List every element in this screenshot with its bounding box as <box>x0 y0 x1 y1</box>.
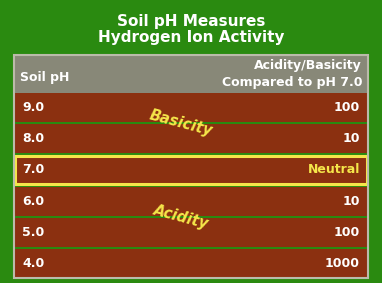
Text: Acidity: Acidity <box>152 202 210 231</box>
Text: 9.0: 9.0 <box>22 101 44 114</box>
Text: Neutral: Neutral <box>308 163 360 176</box>
Bar <box>14 55 368 278</box>
Text: Hydrogen Ion Activity: Hydrogen Ion Activity <box>98 30 284 45</box>
Text: 6.0: 6.0 <box>22 195 44 208</box>
Text: Soil pH: Soil pH <box>20 70 70 83</box>
Text: 7.0: 7.0 <box>22 163 44 176</box>
Text: 4.0: 4.0 <box>22 257 44 270</box>
Text: Acidity/Basicity: Acidity/Basicity <box>254 59 362 72</box>
Text: 1000: 1000 <box>325 257 360 270</box>
Text: Basicity: Basicity <box>148 108 214 139</box>
Text: Soil pH Measures: Soil pH Measures <box>117 14 265 29</box>
Text: 8.0: 8.0 <box>22 132 44 145</box>
Text: 100: 100 <box>334 226 360 239</box>
Bar <box>14 93 368 122</box>
Text: Compared to pH 7.0: Compared to pH 7.0 <box>222 76 362 89</box>
Bar <box>14 249 368 278</box>
Bar <box>15 156 367 183</box>
Text: 100: 100 <box>334 101 360 114</box>
Bar <box>14 218 368 247</box>
Bar <box>14 186 368 216</box>
Text: 10: 10 <box>343 132 360 145</box>
Bar <box>14 124 368 153</box>
Text: 10: 10 <box>343 195 360 208</box>
Bar <box>14 155 368 185</box>
Bar <box>14 55 368 93</box>
Text: 5.0: 5.0 <box>22 226 44 239</box>
